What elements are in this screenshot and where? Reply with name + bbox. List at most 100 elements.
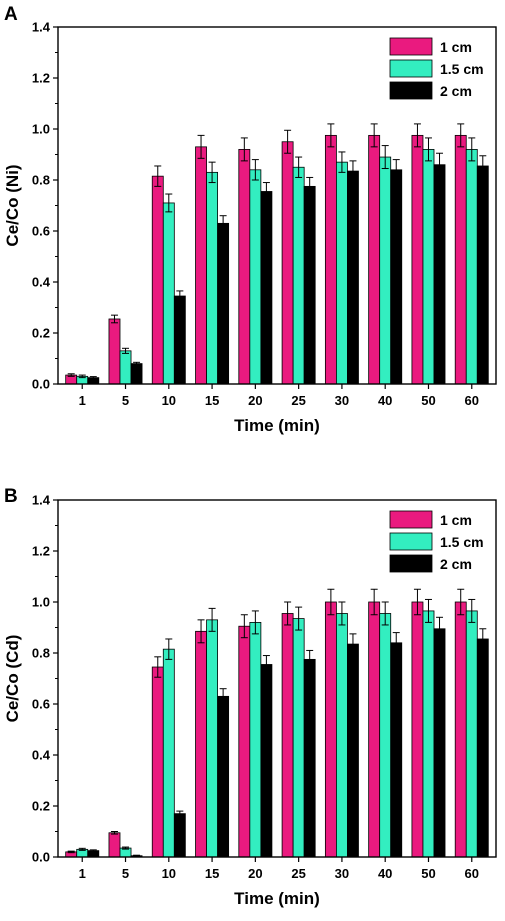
- error-bar-3-9: [479, 628, 487, 650]
- x-tick-label: 20: [248, 393, 262, 408]
- legend-swatch-3: [389, 81, 433, 100]
- error-bar-3-3: [219, 215, 227, 232]
- bar-2-9: [465, 148, 478, 385]
- bar-2-4: [249, 169, 262, 385]
- y-tick-label: 1.2: [32, 544, 50, 559]
- y-axis-title: Ce/Co (Ni): [3, 164, 22, 246]
- y-tick-label: 0.6: [32, 697, 50, 712]
- x-tick-label: 40: [378, 393, 392, 408]
- bar-2-9: [465, 610, 478, 858]
- error-bar-2-9: [468, 598, 476, 623]
- x-tick-label: 1: [79, 866, 86, 881]
- bar-2-5: [292, 166, 305, 385]
- legend-swatch-2: [389, 59, 433, 78]
- y-axis-title: Ce/Co (Cd): [3, 635, 22, 723]
- error-bar-2-5: [295, 156, 303, 178]
- error-bar-1-7: [370, 588, 378, 616]
- error-bar-3-5: [306, 176, 314, 196]
- error-bar-1-3: [197, 619, 205, 644]
- panel-letter-b: B: [4, 486, 18, 507]
- x-tick-label: 25: [291, 866, 305, 881]
- x-axis-title: Time (min): [234, 889, 320, 908]
- error-bar-3-8: [436, 152, 444, 177]
- error-bar-3-0: [89, 376, 97, 380]
- bar-1-4: [238, 625, 251, 858]
- error-bar-1-7: [370, 123, 378, 148]
- error-bar-3-6: [349, 160, 357, 182]
- bar-1-5: [281, 613, 294, 858]
- bar-3-1: [130, 363, 143, 385]
- bar-2-3: [206, 171, 218, 385]
- bar-3-8: [433, 164, 446, 385]
- error-bar-1-0: [67, 850, 75, 854]
- x-tick-label: 50: [421, 866, 435, 881]
- y-tick-label: 1.4: [32, 493, 51, 508]
- error-bar-1-9: [457, 588, 465, 616]
- bar-1-9: [454, 601, 467, 858]
- x-tick-label: 60: [465, 866, 479, 881]
- bar-1-3: [195, 146, 207, 385]
- chart-a-svg: A 0.00.20.40.60.81.01.21.41 5 10 15 20 25 30 40…: [3, 4, 497, 435]
- error-bar-2-4: [251, 159, 259, 181]
- error-bar-1-5: [284, 601, 292, 626]
- bar-3-7: [390, 169, 403, 385]
- x-tick-label: 15: [205, 393, 219, 408]
- bar-3-9: [476, 165, 489, 385]
- y-tick-label: 0.4: [32, 748, 51, 763]
- error-bar-1-2: [154, 165, 162, 187]
- error-bar-3-6: [349, 633, 357, 655]
- y-tick-label: 0.2: [32, 326, 50, 341]
- error-bar-1-8: [413, 123, 421, 148]
- error-bar-3-1: [133, 854, 141, 857]
- bar-2-8: [422, 148, 435, 385]
- legend-label-1: 1 cm: [440, 39, 472, 55]
- bar-1-9: [454, 134, 467, 385]
- error-bar-1-5: [284, 129, 292, 154]
- error-bar-1-0: [67, 373, 75, 377]
- y-tick-label: 1.0: [32, 595, 50, 610]
- error-bar-2-5: [295, 606, 303, 631]
- bar-2-2: [162, 202, 175, 385]
- error-bar-3-8: [436, 616, 444, 641]
- error-bar-3-4: [262, 182, 270, 201]
- bar-3-6: [347, 643, 359, 858]
- bar-1-1: [108, 318, 121, 385]
- error-bar-3-2: [176, 810, 184, 817]
- bar-1-6: [324, 601, 337, 858]
- error-bar-1-6: [327, 123, 335, 148]
- x-tick-label: 20: [248, 866, 262, 881]
- error-bar-2-4: [251, 610, 259, 635]
- bar-3-9: [476, 638, 489, 858]
- error-bar-3-1: [133, 361, 141, 366]
- y-tick-label: 0.0: [32, 850, 50, 865]
- error-bar-3-9: [479, 155, 487, 177]
- error-bar-2-2: [165, 193, 173, 213]
- y-tick-label: 1.0: [32, 122, 50, 137]
- bar-3-2: [173, 813, 186, 858]
- bar-2-2: [162, 648, 175, 858]
- error-bar-1-3: [197, 134, 205, 159]
- error-bar-3-0: [89, 849, 97, 852]
- x-tick-label: 40: [378, 866, 392, 881]
- bar-3-8: [433, 628, 446, 858]
- legend-swatch-3: [389, 554, 433, 573]
- legend-label-3: 2 cm: [440, 556, 472, 572]
- bar-1-1: [108, 832, 121, 858]
- bar-1-3: [195, 630, 207, 858]
- bar-2-7: [379, 156, 392, 385]
- error-bar-1-6: [327, 588, 335, 616]
- error-bar-2-1: [122, 846, 130, 850]
- legend-label-2: 1.5 cm: [440, 61, 484, 77]
- error-bar-2-6: [338, 601, 346, 626]
- x-tick-label: 25: [291, 393, 305, 408]
- bar-2-8: [422, 610, 435, 858]
- y-tick-label: 0.2: [32, 799, 50, 814]
- bar-3-5: [303, 658, 316, 858]
- error-bar-1-9: [457, 123, 465, 148]
- legend-label-2: 1.5 cm: [440, 534, 484, 550]
- bar-2-1: [119, 350, 132, 385]
- chart-b-svg: B 0.00.20.40.60.81.01.21.41 5 10 15 20 25 30 40…: [3, 486, 497, 908]
- x-tick-label: 30: [335, 866, 349, 881]
- error-bar-2-8: [424, 137, 432, 162]
- bar-2-7: [379, 613, 392, 858]
